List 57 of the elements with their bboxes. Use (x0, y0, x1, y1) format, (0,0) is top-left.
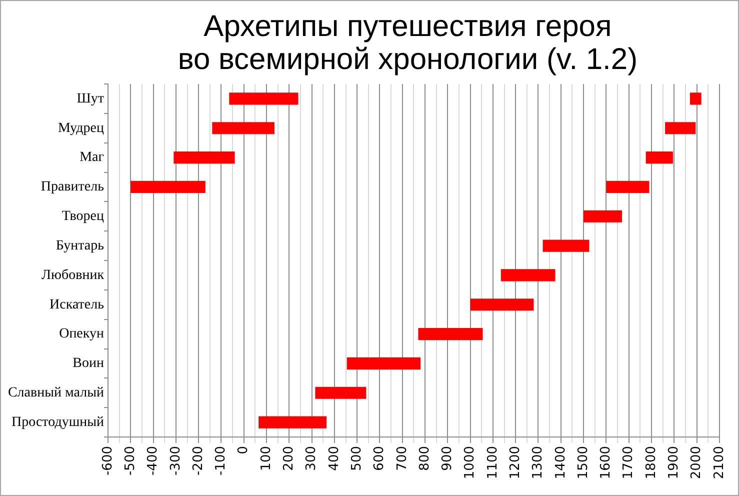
bar (212, 122, 274, 134)
x-tick-label: 100 (258, 446, 274, 471)
bar (606, 180, 650, 193)
x-tick-label: 1900 (666, 446, 682, 480)
y-tick-label: Шут (76, 91, 104, 106)
bar (690, 92, 702, 105)
y-tick-label: Опекун (59, 326, 104, 342)
x-tick-label: -600 (100, 446, 116, 476)
bar (646, 152, 673, 164)
bar (130, 180, 206, 193)
x-tick-label: 2100 (712, 446, 727, 480)
x-tick-label: 800 (417, 446, 432, 471)
x-tick-label: 200 (282, 446, 297, 471)
y-tick-label: Искатель (50, 297, 104, 312)
y-tick-label: Любовник (42, 268, 104, 283)
x-tick-label: -200 (190, 446, 206, 476)
x-tick-label: 1000 (462, 446, 478, 480)
chart-title: Архетипы путешествия героя во всемирной хронологии (v. 1.2) (178, 10, 638, 76)
x-tick-label: 1600 (598, 446, 614, 480)
y-tick-label: Творец (62, 209, 105, 224)
x-tick-label: 1200 (508, 446, 523, 480)
bar (542, 240, 590, 252)
x-tick-label: 1700 (621, 446, 636, 480)
bar (258, 416, 327, 428)
bar (470, 298, 534, 311)
x-tick-label: 1300 (530, 446, 546, 480)
bar (315, 386, 366, 399)
x-tick-label: 600 (372, 446, 388, 471)
x-tick-label: 1400 (553, 446, 568, 480)
x-tick-label: 300 (304, 446, 320, 471)
y-tick-label: Простодушный (12, 414, 105, 430)
y-tick-label: Воин (72, 356, 104, 372)
y-tick-label: Маг (80, 150, 104, 166)
bar (229, 92, 298, 105)
y-tick-label: Славный малый (8, 386, 104, 401)
bar (418, 328, 483, 340)
x-tick-label: 400 (326, 446, 342, 471)
x-tick-label: 2000 (689, 446, 704, 480)
x-tick-label: -300 (168, 446, 184, 476)
x-tick-label: 700 (394, 446, 410, 471)
bar (346, 357, 420, 370)
x-tick-label: -100 (214, 446, 229, 476)
x-tick-label: 500 (349, 446, 364, 471)
x-tick-label: 900 (440, 446, 456, 471)
bar (584, 210, 622, 222)
x-tick-label: -400 (146, 446, 161, 476)
x-tick-label: 1100 (485, 446, 500, 480)
bar (665, 122, 696, 134)
x-tick-label: 1800 (644, 446, 659, 480)
x-tick-label: -500 (123, 446, 138, 476)
y-tick-label: Правитель (40, 180, 104, 195)
x-tick-label: 0 (236, 446, 252, 454)
bar (174, 152, 235, 164)
x-tick-label: 1500 (576, 446, 591, 480)
y-tick-label: Бунтарь (56, 238, 104, 254)
y-tick-label: Мудрец (58, 120, 105, 136)
bar (500, 269, 556, 282)
